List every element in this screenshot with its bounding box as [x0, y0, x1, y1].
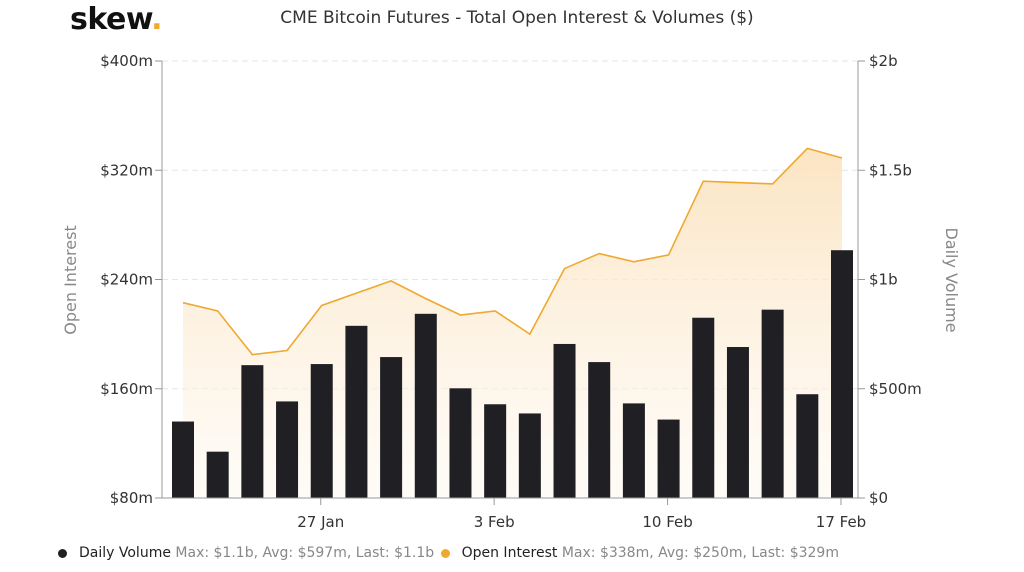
left-tick-label: $400m: [100, 52, 153, 70]
volume-bar: [796, 394, 819, 498]
x-tick-label: 3 Feb: [474, 513, 515, 531]
volume-bar: [553, 343, 576, 498]
open-interest-dot-icon: [440, 548, 450, 558]
volume-dot-icon: [58, 548, 67, 558]
right-axis-label: Daily Volume: [942, 227, 961, 332]
volume-bar: [831, 250, 853, 498]
volume-bar: [276, 401, 299, 498]
volume-bar: [206, 451, 229, 498]
right-tick-label: $1b: [869, 271, 898, 289]
open-interest-line: [182, 147, 843, 356]
volume-bar: [622, 403, 645, 498]
right-tick-label: $1.5b: [869, 161, 912, 179]
right-tick-label: $0: [869, 489, 888, 507]
volume-bar: [449, 388, 472, 498]
left-tick-label: $320m: [100, 161, 153, 179]
volume-bar: [241, 365, 264, 498]
left-tick-label: $240m: [100, 271, 153, 289]
skew-logo: skew.: [70, 2, 163, 37]
right-tick-label: $500m: [869, 380, 922, 398]
volume-bar: [484, 404, 507, 498]
x-tick-label: 10 Feb: [642, 513, 692, 531]
volume-bar: [692, 317, 715, 498]
right-tick-label: $2b: [869, 52, 898, 70]
volume-bar: [657, 419, 680, 498]
left-tick-label: $160m: [100, 380, 153, 398]
volume-bar: [380, 357, 403, 498]
volume-bar: [588, 362, 611, 498]
x-tick-label: 17 Feb: [816, 513, 866, 531]
volume-bar: [518, 413, 541, 498]
legend-item-daily-volume[interactable]: Daily Volume Max: $1.1b, Avg: $597m, Las…: [58, 545, 439, 561]
left-tick-label: $80m: [110, 489, 153, 507]
volume-bar: [345, 325, 368, 498]
volume-bar: [310, 364, 333, 498]
legend: Daily Volume Max: $1.1b, Avg: $597m, Las…: [58, 545, 839, 561]
volume-bar: [726, 347, 749, 498]
volume-bar: [172, 421, 194, 498]
x-tick-label: 27 Jan: [297, 513, 344, 531]
left-axis-label: Open Interest: [61, 225, 80, 334]
legend-item-open-interest[interactable]: Open Interest Max: $338m, Avg: $250m, La…: [439, 545, 839, 561]
volume-bar: [761, 309, 784, 498]
chart-title: CME Bitcoin Futures - Total Open Interes…: [280, 8, 754, 28]
volume-bar: [414, 313, 437, 498]
